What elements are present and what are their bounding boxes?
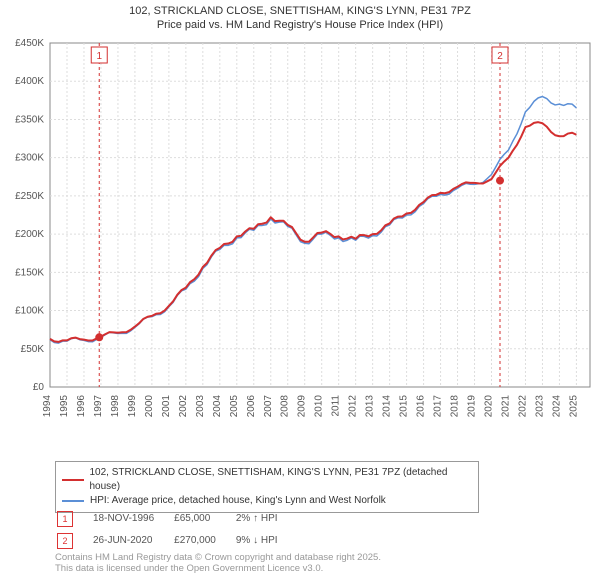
svg-text:2020: 2020 xyxy=(484,394,495,417)
sale-delta-1: 2% ↑ HPI xyxy=(236,509,296,529)
svg-text:2019: 2019 xyxy=(467,394,478,417)
price-chart: £0 £50K £100K £150K £200K £250K £300K £350K £400… xyxy=(0,35,600,435)
svg-text:2025: 2025 xyxy=(568,394,579,417)
legend: 102, STRICKLAND CLOSE, SNETTISHAM, KING'… xyxy=(55,461,479,513)
svg-text:2022: 2022 xyxy=(517,394,528,417)
sale-date-2: 26-JUN-2020 xyxy=(93,531,172,551)
svg-text:2005: 2005 xyxy=(229,394,240,417)
license-text: Contains HM Land Registry data © Crown c… xyxy=(55,552,381,575)
svg-text:£300K: £300K xyxy=(15,152,44,163)
license-line-1: Contains HM Land Registry data © Crown c… xyxy=(55,552,381,563)
svg-text:£50K: £50K xyxy=(21,343,45,354)
svg-text:£450K: £450K xyxy=(15,38,44,49)
svg-text:2006: 2006 xyxy=(246,394,257,417)
svg-text:2001: 2001 xyxy=(161,394,172,417)
svg-text:1: 1 xyxy=(96,51,102,62)
legend-swatch-property xyxy=(62,479,84,481)
sale-row-2: 2 26-JUN-2020 £270,000 9% ↓ HPI xyxy=(57,531,296,551)
svg-text:2017: 2017 xyxy=(433,394,444,417)
sale-price-2: £270,000 xyxy=(174,531,234,551)
title-line-1: 102, STRICKLAND CLOSE, SNETTISHAM, KING'… xyxy=(8,4,592,18)
legend-row-hpi: HPI: Average price, detached house, King… xyxy=(62,494,472,508)
chart-container: £0 £50K £100K £150K £200K £250K £300K £350K £400… xyxy=(0,35,600,445)
svg-text:1998: 1998 xyxy=(110,394,121,417)
legend-label-property: 102, STRICKLAND CLOSE, SNETTISHAM, KING'… xyxy=(90,466,473,494)
svg-text:2007: 2007 xyxy=(263,394,274,417)
svg-text:2000: 2000 xyxy=(144,394,155,417)
svg-text:2013: 2013 xyxy=(365,394,376,417)
svg-text:£150K: £150K xyxy=(15,267,44,278)
sale-marker-1: 1 xyxy=(57,511,73,527)
svg-text:£100K: £100K xyxy=(15,305,44,316)
legend-row-property: 102, STRICKLAND CLOSE, SNETTISHAM, KING'… xyxy=(62,466,472,494)
svg-text:£250K: £250K xyxy=(15,190,44,201)
chart-title: 102, STRICKLAND CLOSE, SNETTISHAM, KING'… xyxy=(0,0,600,35)
license-line-2: This data is licensed under the Open Gov… xyxy=(55,563,381,574)
sale-marker-2: 2 xyxy=(57,533,73,549)
svg-text:1997: 1997 xyxy=(93,394,104,417)
sales-table: 1 18-NOV-1996 £65,000 2% ↑ HPI 2 26-JUN-… xyxy=(55,507,298,553)
svg-text:£350K: £350K xyxy=(15,114,44,125)
svg-text:2: 2 xyxy=(497,51,503,62)
svg-text:1999: 1999 xyxy=(127,394,138,417)
svg-text:2004: 2004 xyxy=(212,394,223,417)
sale-price-1: £65,000 xyxy=(174,509,234,529)
title-line-2: Price paid vs. HM Land Registry's House … xyxy=(8,18,592,32)
svg-text:2010: 2010 xyxy=(314,394,325,417)
svg-text:2014: 2014 xyxy=(382,394,393,417)
svg-text:1996: 1996 xyxy=(76,394,87,417)
svg-text:2011: 2011 xyxy=(331,394,342,416)
svg-text:£200K: £200K xyxy=(15,229,44,240)
sale-delta-2: 9% ↓ HPI xyxy=(236,531,296,551)
svg-text:1995: 1995 xyxy=(59,394,70,417)
svg-text:2002: 2002 xyxy=(178,394,189,417)
svg-text:2023: 2023 xyxy=(534,394,545,417)
svg-text:2021: 2021 xyxy=(500,394,511,417)
svg-text:£400K: £400K xyxy=(15,76,44,87)
sale-date-1: 18-NOV-1996 xyxy=(93,509,172,529)
svg-text:2018: 2018 xyxy=(450,394,461,417)
svg-text:2016: 2016 xyxy=(416,394,427,417)
svg-text:2015: 2015 xyxy=(399,394,410,417)
svg-text:1994: 1994 xyxy=(42,394,53,417)
svg-text:2009: 2009 xyxy=(297,394,308,417)
svg-text:2024: 2024 xyxy=(551,394,562,417)
sale-row-1: 1 18-NOV-1996 £65,000 2% ↑ HPI xyxy=(57,509,296,529)
svg-text:2003: 2003 xyxy=(195,394,206,417)
svg-text:2012: 2012 xyxy=(348,394,359,417)
svg-text:£0: £0 xyxy=(33,382,45,393)
legend-swatch-hpi xyxy=(62,500,84,502)
svg-text:2008: 2008 xyxy=(280,394,291,417)
legend-label-hpi: HPI: Average price, detached house, King… xyxy=(90,494,386,508)
